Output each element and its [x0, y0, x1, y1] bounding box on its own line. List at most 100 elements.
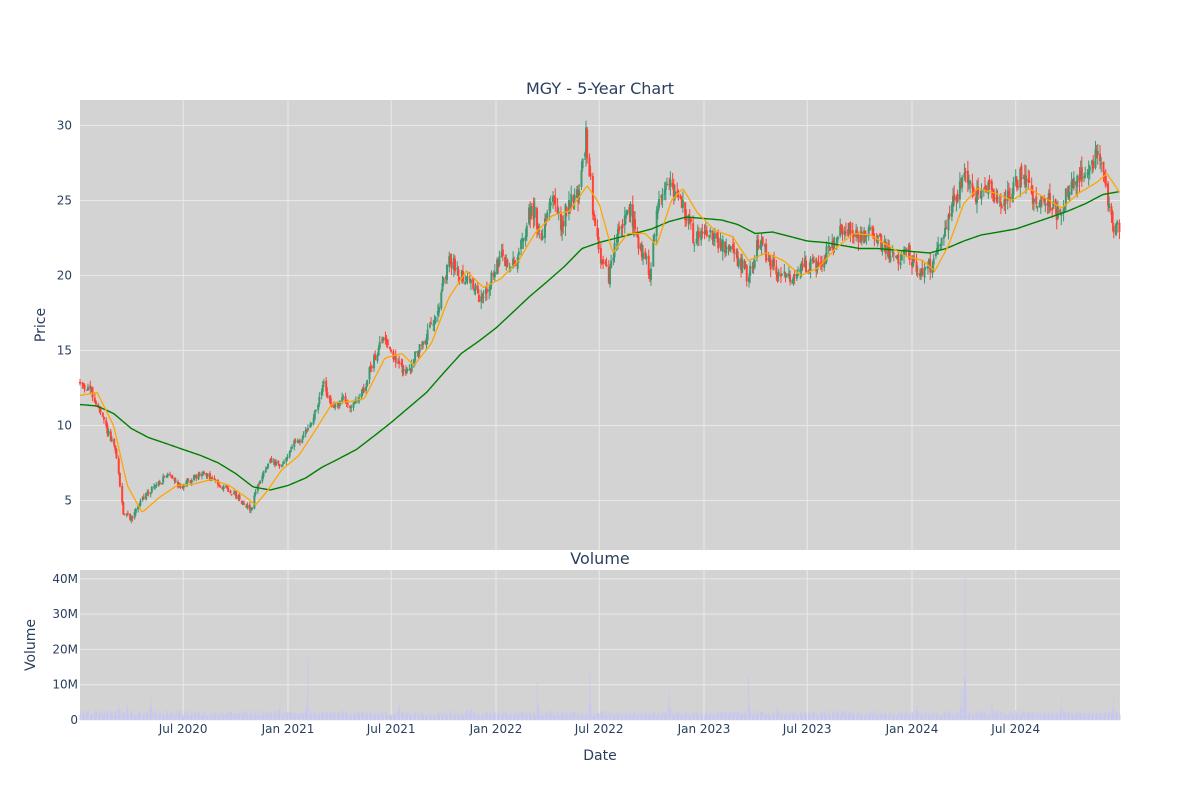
volume-bar: [785, 710, 786, 720]
volume-bar: [211, 712, 213, 720]
volume-gridlines: [80, 570, 1120, 721]
volume-bar: [1109, 712, 1111, 720]
volume-bar: [1069, 715, 1071, 720]
candle: [559, 206, 562, 237]
candle: [477, 289, 480, 303]
volume-bar: [660, 712, 662, 720]
volume-bar: [550, 710, 552, 720]
volume-bar: [923, 715, 925, 720]
volume-bar: [522, 713, 524, 720]
candle: [661, 187, 664, 208]
volume-bar: [795, 712, 797, 720]
candle: [570, 185, 573, 211]
candle: [245, 503, 248, 508]
candle: [213, 475, 216, 481]
candle: [434, 316, 437, 324]
volume-bar: [741, 713, 743, 720]
volume-bar: [937, 714, 939, 720]
volume-bar: [175, 710, 177, 720]
volume-bar: [1021, 715, 1022, 720]
volume-plot-area[interactable]: [80, 570, 1120, 720]
volume-bar: [825, 713, 827, 720]
volume-bar: [995, 711, 997, 720]
volume-bar: [509, 714, 511, 720]
volume-bar: [383, 714, 385, 720]
price-plot-area[interactable]: [80, 100, 1120, 550]
volume-bar: [997, 710, 998, 720]
volume-bar: [128, 710, 129, 720]
volume-bar: [404, 715, 406, 720]
candle: [102, 416, 105, 424]
volume-bar: [187, 710, 189, 720]
volume-bar: [716, 711, 718, 720]
volume-bar: [297, 714, 299, 720]
volume-bar: [421, 713, 423, 720]
volume-bar: [960, 706, 962, 720]
volume-bar: [848, 711, 850, 720]
volume-bar: [187, 715, 189, 720]
candle: [530, 203, 533, 220]
candle: [536, 206, 539, 239]
candle: [1092, 155, 1095, 173]
volume-bar: [90, 715, 92, 720]
volume-bar: [136, 715, 137, 720]
candle: [823, 255, 826, 272]
volume-bar: [1075, 713, 1077, 720]
candle: [529, 201, 532, 229]
candle: [610, 254, 613, 269]
volume-bar: [685, 714, 687, 720]
volume-bar: [333, 715, 335, 720]
volume-bar: [680, 714, 682, 720]
candle: [313, 409, 316, 421]
volume-bar: [230, 711, 232, 720]
volume-bar: [1104, 712, 1106, 720]
candle: [302, 431, 305, 440]
candle: [267, 462, 270, 470]
candle: [409, 367, 412, 375]
candle: [248, 501, 251, 514]
candle: [1118, 219, 1121, 239]
candle: [748, 273, 751, 288]
candle: [1070, 172, 1073, 195]
volume-bar: [153, 713, 155, 720]
volume-bar: [314, 711, 316, 720]
candle: [1107, 180, 1110, 212]
volume-bar: [1021, 710, 1023, 720]
volume-bar: [326, 711, 328, 720]
volume-bar: [394, 713, 396, 720]
candle: [799, 264, 802, 280]
volume-bar: [472, 710, 474, 720]
volume-bar: [338, 715, 340, 720]
volume-bar: [620, 713, 622, 720]
volume-bar: [1085, 712, 1087, 720]
volume-bar: [917, 709, 919, 720]
volume-bar: [929, 715, 931, 720]
candle: [721, 235, 724, 261]
volume-bar: [824, 716, 826, 720]
volume-bar: [516, 714, 518, 720]
volume-bar: [813, 710, 815, 720]
candle: [669, 171, 672, 196]
candle: [655, 205, 658, 246]
volume-bar: [138, 714, 140, 720]
volume-bar: [614, 714, 616, 720]
volume-bar: [609, 715, 611, 720]
volume-bar: [426, 715, 427, 720]
volume-bar: [491, 715, 492, 720]
candle: [671, 172, 674, 190]
candle: [716, 231, 719, 243]
volume-bar: [927, 712, 929, 720]
candle: [321, 380, 324, 396]
candle: [544, 213, 547, 244]
candle: [400, 358, 403, 367]
volume-bar: [889, 714, 891, 720]
candle: [549, 195, 552, 214]
volume-bar: [857, 711, 859, 720]
candle: [660, 194, 663, 206]
volume-bar: [625, 715, 627, 720]
volume-bar: [545, 713, 547, 720]
volume-bar: [944, 711, 945, 720]
volume-bar: [513, 711, 515, 720]
volume-bar: [522, 712, 524, 720]
